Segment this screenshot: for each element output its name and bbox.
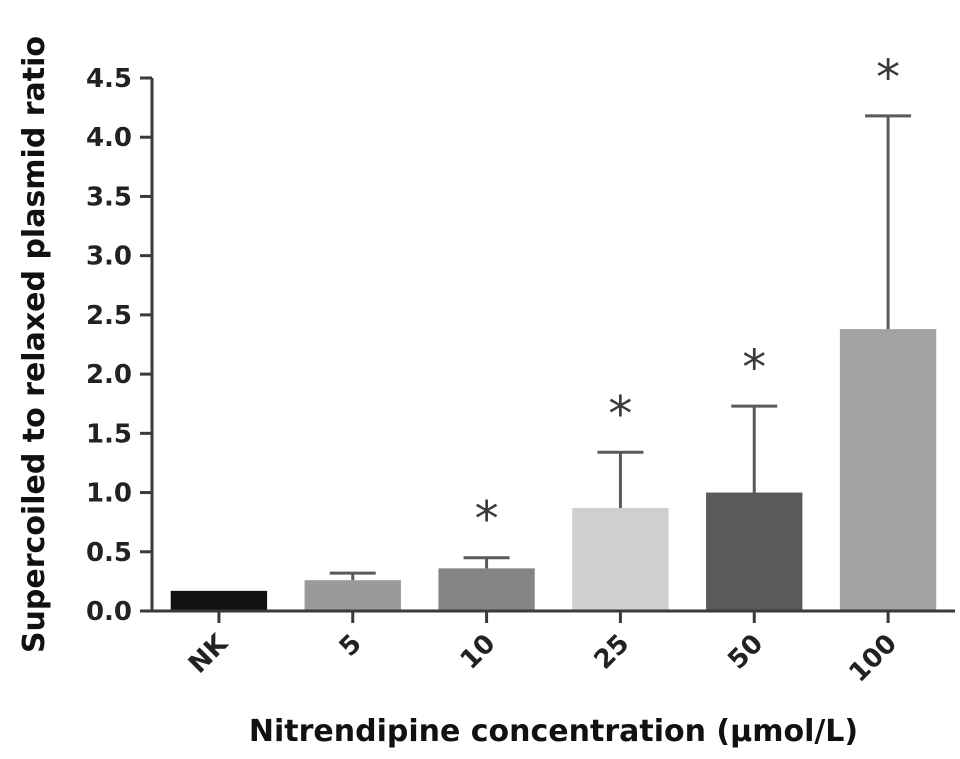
x-tick-label: 10 bbox=[455, 629, 502, 676]
bars: * * * * bbox=[170, 50, 937, 611]
y-tick-label: 4.0 bbox=[86, 123, 132, 153]
bar-100 bbox=[839, 329, 937, 611]
y-tick-label: 0.0 bbox=[86, 597, 132, 627]
x-tick-label: 50 bbox=[722, 629, 769, 676]
x-tick-label: 5 bbox=[334, 629, 368, 663]
y-tick-label: 3.0 bbox=[86, 242, 132, 272]
x-tick-label: 100 bbox=[843, 629, 903, 689]
significance-star-25: * bbox=[608, 386, 632, 442]
significance-star-100: * bbox=[876, 50, 900, 106]
y-axis-title: Supercoiled to relaxed plasmid ratio bbox=[17, 36, 52, 653]
bar-25 bbox=[572, 507, 669, 611]
x-axis: NK 5 10 25 50 100 bbox=[151, 609, 955, 689]
y-tick-label: 4.5 bbox=[86, 64, 132, 94]
y-tick-label: 0.5 bbox=[86, 538, 132, 568]
x-tick-label: 25 bbox=[589, 629, 636, 676]
y-tick-label: 2.0 bbox=[86, 360, 132, 390]
significance-star-50: * bbox=[742, 340, 766, 396]
y-tick-label: 1.0 bbox=[86, 479, 132, 509]
x-axis-title: Nitrendipine concentration (μmol/L) bbox=[249, 714, 858, 749]
bar-50 bbox=[706, 492, 803, 611]
y-tick-label: 2.5 bbox=[86, 301, 132, 331]
y-tick-label: 1.5 bbox=[86, 419, 132, 449]
bar-NK bbox=[170, 590, 268, 611]
bar-10 bbox=[438, 568, 535, 611]
y-axis: 0.0 0.5 1.0 1.5 2.0 2.5 3.0 3.5 4.0 4.5 bbox=[86, 64, 154, 627]
y-tick-label: 3.5 bbox=[86, 182, 132, 212]
x-tick-label: NK bbox=[183, 628, 234, 679]
bar-5 bbox=[304, 580, 401, 611]
significance-star-10: * bbox=[475, 492, 499, 548]
